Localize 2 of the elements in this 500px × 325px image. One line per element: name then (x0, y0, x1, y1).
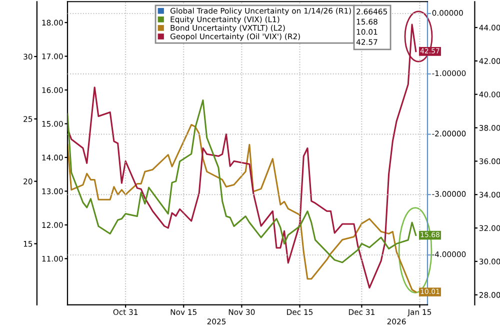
line-series (68, 124, 417, 293)
line-series (68, 99, 417, 264)
